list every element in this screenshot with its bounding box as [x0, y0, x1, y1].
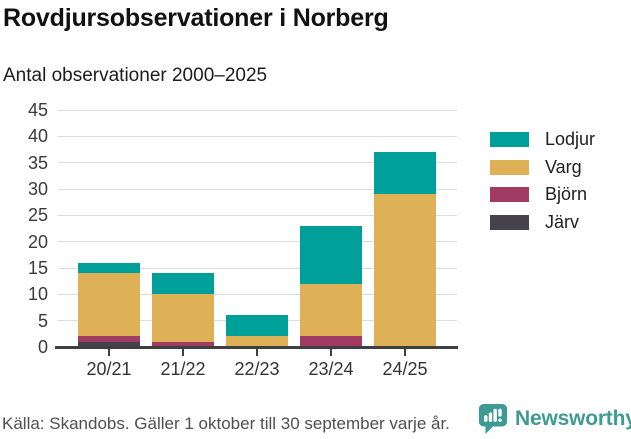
- newsworthy-logo-icon: [478, 404, 508, 434]
- gridline-y45: [58, 109, 457, 111]
- bar-segment-23-24-Lodjur: [300, 225, 362, 284]
- legend-swatch-Björn: [490, 187, 529, 203]
- y-axis-tick-label: 15: [27, 258, 48, 278]
- legend-swatch-Lodjur: [490, 132, 529, 148]
- brand-name: Newsworthy: [515, 407, 631, 430]
- gridline-y20: [58, 241, 457, 243]
- bar-segment-20-21-Lodjur: [78, 262, 140, 274]
- y-axis-tick-label: 40: [27, 126, 48, 147]
- gridline-y10: [58, 293, 457, 295]
- legend-label-Björn: Björn: [545, 184, 588, 205]
- newsworthy-brand-link[interactable]: Newsworthy: [478, 403, 631, 435]
- bar-segment-21-22-Varg: [152, 294, 214, 342]
- bar-segment-20-21-Varg: [78, 273, 140, 337]
- y-axis-tick-label: 10: [27, 284, 48, 305]
- x-axis-tick: [182, 349, 184, 356]
- bar-segment-22-23-Varg: [226, 336, 288, 347]
- chart-title: Rovdjursobservationer i Norberg: [3, 4, 389, 32]
- legend-item-Varg: Varg: [490, 154, 595, 182]
- bar-segment-24-25-Varg: [374, 194, 436, 347]
- legend-swatch-Varg: [490, 159, 529, 175]
- x-axis-category-label: 24/25: [382, 359, 428, 379]
- bar-segment-23-24-Björn: [300, 336, 362, 347]
- legend: Lodjur Varg Björn Järv: [490, 126, 595, 236]
- x-axis-category-label: 22/23: [234, 359, 280, 379]
- y-axis-tick-label: 45: [27, 100, 48, 120]
- legend-item-Björn: Björn: [490, 181, 595, 209]
- bar-segment-21-22-Lodjur: [152, 273, 214, 295]
- x-axis-tick: [330, 349, 332, 356]
- x-axis-tick: [256, 349, 258, 356]
- gridline-y40: [58, 135, 457, 137]
- x-axis-category-label: 23/24: [308, 359, 354, 379]
- bar-segment-24-25-Lodjur: [374, 152, 436, 195]
- y-axis-tick-label: 0: [37, 337, 48, 357]
- y-axis-tick-label: 5: [37, 310, 48, 331]
- gridline-y15: [58, 267, 457, 269]
- gridline-y25: [58, 214, 457, 216]
- source-note: Källa: Skandobs. Gäller 1 oktober till 3…: [2, 414, 450, 433]
- bar-segment-22-23-Lodjur: [226, 315, 288, 337]
- bar-segment-20-21-Järv: [78, 341, 140, 347]
- gridline-y30: [58, 188, 457, 190]
- bar-segment-21-22-Björn: [152, 341, 214, 347]
- legend-label-Varg: Varg: [545, 156, 582, 177]
- legend-swatch-Järv: [490, 214, 529, 230]
- bar-segment-20-21-Björn: [78, 336, 140, 342]
- legend-item-Lodjur: Lodjur: [490, 126, 595, 154]
- bar-segment-23-24-Varg: [300, 283, 362, 337]
- x-axis-line: [55, 346, 458, 349]
- legend-label-Järv: Järv: [545, 211, 580, 232]
- y-axis-tick-label: 30: [27, 179, 48, 199]
- chart-subtitle: Antal observationer 2000–2025: [3, 65, 268, 86]
- x-axis-category-label: 21/22: [160, 359, 206, 379]
- x-axis-tick: [404, 349, 406, 356]
- y-axis-tick-label: 20: [27, 231, 48, 252]
- gridline-y35: [58, 162, 457, 164]
- legend-label-Lodjur: Lodjur: [545, 129, 596, 150]
- x-axis-category-label: 20/21: [86, 359, 132, 379]
- legend-item-Järv: Järv: [490, 209, 595, 237]
- y-axis-tick-label: 35: [27, 152, 48, 173]
- y-axis-tick-label: 25: [27, 205, 48, 226]
- x-axis-tick: [108, 349, 110, 356]
